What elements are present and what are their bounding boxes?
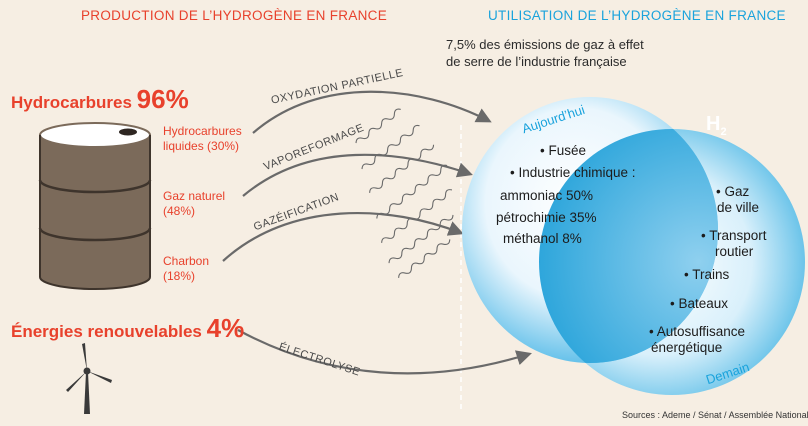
source-label-line2: liquides (30%) bbox=[163, 139, 240, 153]
use-industrie-chimique: • Industrie chimique : bbox=[510, 165, 636, 180]
arrow-gazeification bbox=[222, 212, 464, 262]
use-petrochimie: pétrochimie 35% bbox=[496, 210, 597, 225]
use-ammoniac: ammoniac 50% bbox=[500, 188, 594, 203]
use-autosuffisance: • Autosuffisance énergétique bbox=[649, 324, 745, 356]
source-label-line1: Charbon bbox=[163, 254, 210, 268]
use-trains: • Trains bbox=[684, 267, 730, 282]
source-charbon: Charbon (18%) bbox=[163, 254, 209, 284]
source-gaz-naturel: Gaz naturel (48%) bbox=[163, 189, 225, 219]
source-label-line1: Gaz naturel bbox=[163, 189, 226, 203]
bubble-overlap bbox=[539, 129, 718, 363]
hydrocarbures-heading: Hydrocarbures 96% bbox=[11, 84, 189, 115]
source-label-line2: (18%) bbox=[163, 269, 196, 283]
use-line: • Gaz bbox=[716, 184, 750, 199]
source-hydrocarbures-liquides: Hydrocarbures liquides (30%) bbox=[163, 124, 242, 154]
renouvelables-label: Énergies renouvelables bbox=[11, 322, 202, 341]
sources-footer: Sources : Ademe / Sénat / Assemblée Nati… bbox=[622, 410, 808, 420]
h2-subscript: 2 bbox=[720, 126, 727, 138]
source-label-line2: (48%) bbox=[163, 204, 196, 218]
use-bateaux: • Bateaux bbox=[670, 296, 729, 311]
use-line: routier bbox=[715, 244, 754, 259]
use-gaz-de-ville: • Gaz de ville bbox=[716, 184, 759, 216]
arrow-vaporeformage bbox=[242, 153, 473, 197]
arrow-electrolyse bbox=[237, 329, 532, 375]
emission-note-line2: de serre de l’industrie française bbox=[446, 54, 627, 69]
emission-note: 7,5% des émissions de gaz à effet de ser… bbox=[446, 36, 644, 70]
use-line: • Autosuffisance bbox=[649, 324, 746, 339]
emission-note-line1: 7,5% des émissions de gaz à effet bbox=[446, 37, 644, 52]
h2-symbol: H2 bbox=[706, 113, 727, 138]
use-line: énergétique bbox=[651, 340, 723, 355]
use-fusee: • Fusée bbox=[540, 143, 586, 158]
renouvelables-pct: 4% bbox=[206, 313, 245, 343]
header-production: PRODUCTION DE L’HYDROGÈNE EN FRANCE bbox=[81, 8, 388, 23]
wind-turbine-icon bbox=[66, 343, 112, 414]
header-utilisation: UTILISATION DE L’HYDROGÈNE EN FRANCE bbox=[488, 8, 786, 23]
hydrogen-bubbles bbox=[462, 97, 805, 395]
use-transport-routier: • Transport routier bbox=[701, 228, 767, 260]
oil-barrel-icon bbox=[38, 122, 152, 290]
hydrocarbures-label: Hydrocarbures bbox=[11, 93, 132, 112]
use-line: de ville bbox=[717, 200, 760, 215]
emission-waves-icon bbox=[355, 108, 454, 278]
source-label-line1: Hydrocarbures bbox=[163, 124, 242, 138]
use-line: • Transport bbox=[701, 228, 767, 243]
process-arrows bbox=[222, 90, 532, 375]
hydrocarbures-pct: 96% bbox=[136, 84, 189, 114]
arrow-oxydation bbox=[252, 90, 492, 134]
renouvelables-heading: Énergies renouvelables 4% bbox=[11, 313, 244, 344]
use-methanol: méthanol 8% bbox=[503, 231, 582, 246]
h2-letter: H bbox=[706, 113, 721, 135]
